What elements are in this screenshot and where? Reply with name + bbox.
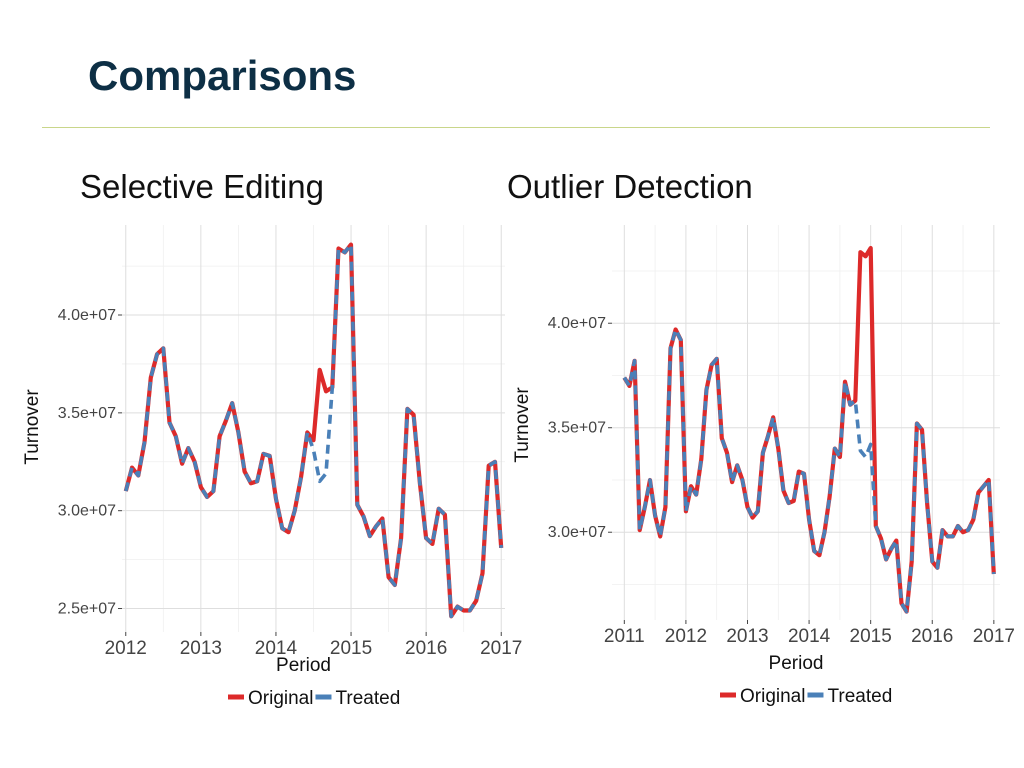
x-tick-label: 2011 (604, 626, 645, 647)
x-tick-label: 2015 (850, 626, 892, 647)
outlier-detection-legend: Original Treated (720, 686, 892, 707)
legend-label-original: Original (248, 688, 313, 709)
y-tick-label: 4.0e+07 (548, 315, 606, 332)
selective-editing-chart: 2.5e+07 3.0e+07 3.5e+07 4.0e+07 2012 2013 2014… (22, 225, 522, 709)
y-axis-title: Turnover (22, 389, 43, 465)
y-tick-label: 3.0e+07 (58, 503, 116, 520)
y-tick-label: 3.0e+07 (548, 524, 606, 541)
x-axis-title: Period (769, 653, 824, 674)
x-tick-label: 2016 (405, 638, 447, 659)
y-tick-label: 2.5e+07 (58, 601, 116, 618)
y-tick-label: 3.5e+07 (58, 405, 116, 422)
outlier-detection-series-treated-line (622, 327, 996, 614)
selective-editing-series-treated-line (124, 242, 503, 619)
outlier-detection-chart: 3.0e+07 3.5e+07 4.0e+07 2011 2012 2013 2014 201… (512, 225, 1015, 707)
title-divider (42, 127, 990, 128)
x-tick-label: 2013 (726, 626, 768, 647)
slide-title: Comparisons (88, 52, 357, 99)
x-tick-label: 2012 (665, 626, 707, 647)
selective-editing-grid (122, 225, 505, 632)
y-tick-label: 4.0e+07 (58, 307, 116, 324)
x-tick-label: 2014 (255, 638, 298, 659)
y-tick-label: 3.5e+07 (548, 420, 606, 437)
legend-label-original: Original (740, 686, 805, 707)
x-tick-label: 2016 (911, 626, 953, 647)
x-tick-label: 2014 (788, 626, 831, 647)
x-axis-title: Period (276, 655, 331, 676)
outlier-detection-grid (612, 225, 1000, 620)
legend-label-treated: Treated (335, 688, 400, 709)
panel-heading-selective-editing: Selective Editing (80, 168, 324, 205)
x-tick-label: 2017 (973, 626, 1015, 647)
x-tick-label: 2017 (480, 638, 522, 659)
y-axis-title: Turnover (512, 387, 533, 463)
x-tick-label: 2015 (330, 638, 372, 659)
x-tick-label: 2013 (180, 638, 222, 659)
selective-editing-legend: Original Treated (228, 688, 400, 709)
legend-label-treated: Treated (827, 686, 892, 707)
x-tick-label: 2012 (105, 638, 147, 659)
panel-heading-outlier-detection: Outlier Detection (507, 168, 753, 205)
